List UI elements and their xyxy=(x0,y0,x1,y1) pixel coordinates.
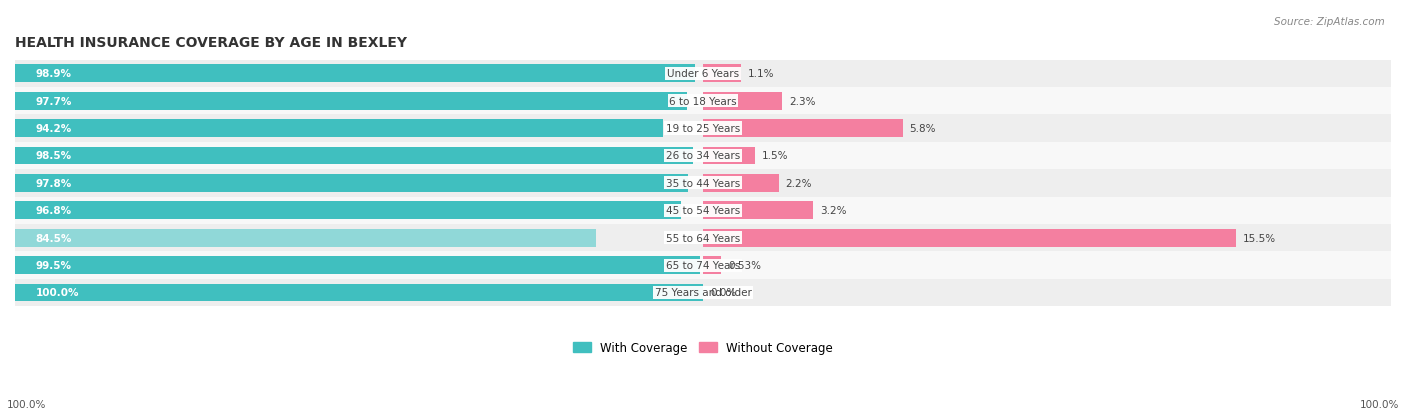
Text: 75 Years and older: 75 Years and older xyxy=(655,288,751,298)
Bar xyxy=(15,60,1391,88)
Text: 45 to 54 Years: 45 to 54 Years xyxy=(666,206,740,216)
Bar xyxy=(15,229,596,247)
Bar xyxy=(15,197,1391,224)
Text: 97.7%: 97.7% xyxy=(35,96,72,107)
Text: 84.5%: 84.5% xyxy=(35,233,72,243)
Text: 2.2%: 2.2% xyxy=(786,178,813,188)
Text: Under 6 Years: Under 6 Years xyxy=(666,69,740,79)
Text: 35 to 44 Years: 35 to 44 Years xyxy=(666,178,740,188)
Bar xyxy=(703,256,721,274)
Text: 94.2%: 94.2% xyxy=(35,124,72,134)
Bar xyxy=(15,170,1391,197)
Text: 100.0%: 100.0% xyxy=(7,399,46,409)
Text: 5.8%: 5.8% xyxy=(910,124,936,134)
Bar xyxy=(15,65,696,83)
Text: HEALTH INSURANCE COVERAGE BY AGE IN BEXLEY: HEALTH INSURANCE COVERAGE BY AGE IN BEXL… xyxy=(15,36,406,50)
Bar xyxy=(703,120,903,138)
Text: 0.0%: 0.0% xyxy=(710,288,737,298)
Bar xyxy=(703,93,782,110)
Text: 19 to 25 Years: 19 to 25 Years xyxy=(666,124,740,134)
Text: 99.5%: 99.5% xyxy=(35,261,72,271)
Text: 55 to 64 Years: 55 to 64 Years xyxy=(666,233,740,243)
Text: 2.3%: 2.3% xyxy=(789,96,815,107)
Bar xyxy=(15,175,688,192)
Bar xyxy=(703,202,813,220)
Text: 1.1%: 1.1% xyxy=(748,69,775,79)
Text: 65 to 74 Years: 65 to 74 Years xyxy=(666,261,740,271)
Bar xyxy=(15,279,1391,306)
Bar xyxy=(703,229,1236,247)
Bar xyxy=(15,88,1391,115)
Legend: With Coverage, Without Coverage: With Coverage, Without Coverage xyxy=(568,336,838,358)
Bar xyxy=(703,147,755,165)
Bar xyxy=(15,147,693,165)
Bar xyxy=(15,120,664,138)
Text: 1.5%: 1.5% xyxy=(762,151,787,161)
Text: 98.9%: 98.9% xyxy=(35,69,72,79)
Bar xyxy=(15,93,688,110)
Text: 3.2%: 3.2% xyxy=(820,206,846,216)
Bar xyxy=(15,224,1391,252)
Text: 0.53%: 0.53% xyxy=(728,261,761,271)
Bar xyxy=(703,175,779,192)
Text: 26 to 34 Years: 26 to 34 Years xyxy=(666,151,740,161)
Bar xyxy=(15,256,700,274)
Bar xyxy=(15,284,703,301)
Text: 6 to 18 Years: 6 to 18 Years xyxy=(669,96,737,107)
Bar xyxy=(15,115,1391,142)
Text: Source: ZipAtlas.com: Source: ZipAtlas.com xyxy=(1274,17,1385,26)
Text: 100.0%: 100.0% xyxy=(35,288,79,298)
Text: 98.5%: 98.5% xyxy=(35,151,72,161)
Text: 97.8%: 97.8% xyxy=(35,178,72,188)
Bar xyxy=(15,252,1391,279)
Text: 96.8%: 96.8% xyxy=(35,206,72,216)
Bar xyxy=(703,65,741,83)
Text: 100.0%: 100.0% xyxy=(1360,399,1399,409)
Bar xyxy=(15,142,1391,170)
Bar xyxy=(15,202,681,220)
Text: 15.5%: 15.5% xyxy=(1243,233,1277,243)
